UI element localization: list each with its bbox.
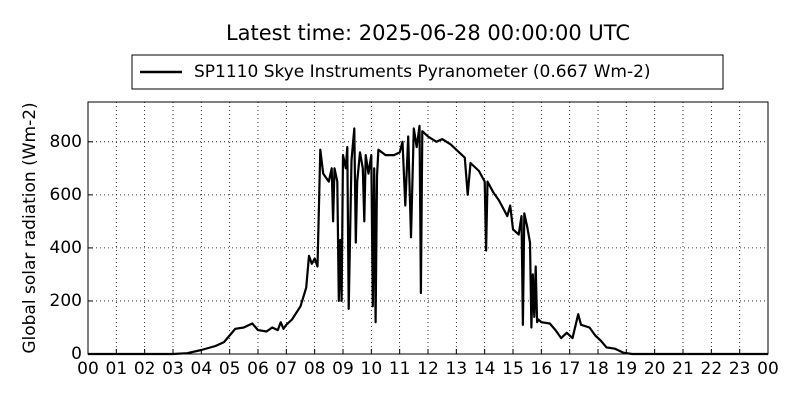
y-tick-label: 800 (50, 132, 82, 152)
x-tick-label: 17 (559, 359, 581, 379)
x-tick-label: 08 (304, 359, 326, 379)
x-tick-label: 05 (219, 359, 241, 379)
y-tick-label: 400 (50, 238, 82, 258)
x-tick-label: 18 (587, 359, 609, 379)
chart-title: Latest time: 2025-06-28 00:00:00 UTC (226, 21, 630, 45)
x-tick-label: 11 (389, 359, 411, 379)
x-tick-label: 02 (134, 359, 156, 379)
y-tick-label: 200 (50, 291, 82, 311)
legend-box (131, 54, 724, 90)
x-tick-label: 00 (77, 359, 99, 379)
x-tick-label: 23 (729, 359, 751, 379)
x-tick-label: 22 (701, 359, 723, 379)
x-tick-label: 10 (361, 359, 383, 379)
x-tick-label: 14 (474, 359, 496, 379)
x-tick-label: 06 (247, 359, 269, 379)
x-tick-label: 09 (332, 359, 354, 379)
x-tick-label: 01 (106, 359, 128, 379)
x-tick-label: 00 (757, 359, 779, 379)
x-tick-label: 03 (162, 359, 184, 379)
y-axis-label: Global solar radiation (Wm-2) (20, 102, 40, 353)
x-tick-label: 15 (502, 359, 524, 379)
x-tick-label: 21 (672, 359, 694, 379)
x-tick-label: 12 (417, 359, 439, 379)
legend-label: SP1110 Skye Instruments Pyranometer (0.6… (194, 62, 651, 82)
x-tick-label: 19 (616, 359, 638, 379)
x-tick-label: 04 (191, 359, 213, 379)
y-tick-label: 600 (50, 185, 82, 205)
x-tick-label: 16 (531, 359, 553, 379)
y-tick-label: 0 (71, 344, 82, 364)
plot-frame (87, 101, 769, 355)
data-line (88, 124, 768, 356)
x-tick-label: 13 (446, 359, 468, 379)
x-tick-label: 07 (276, 359, 298, 379)
x-tick-label: 20 (644, 359, 666, 379)
